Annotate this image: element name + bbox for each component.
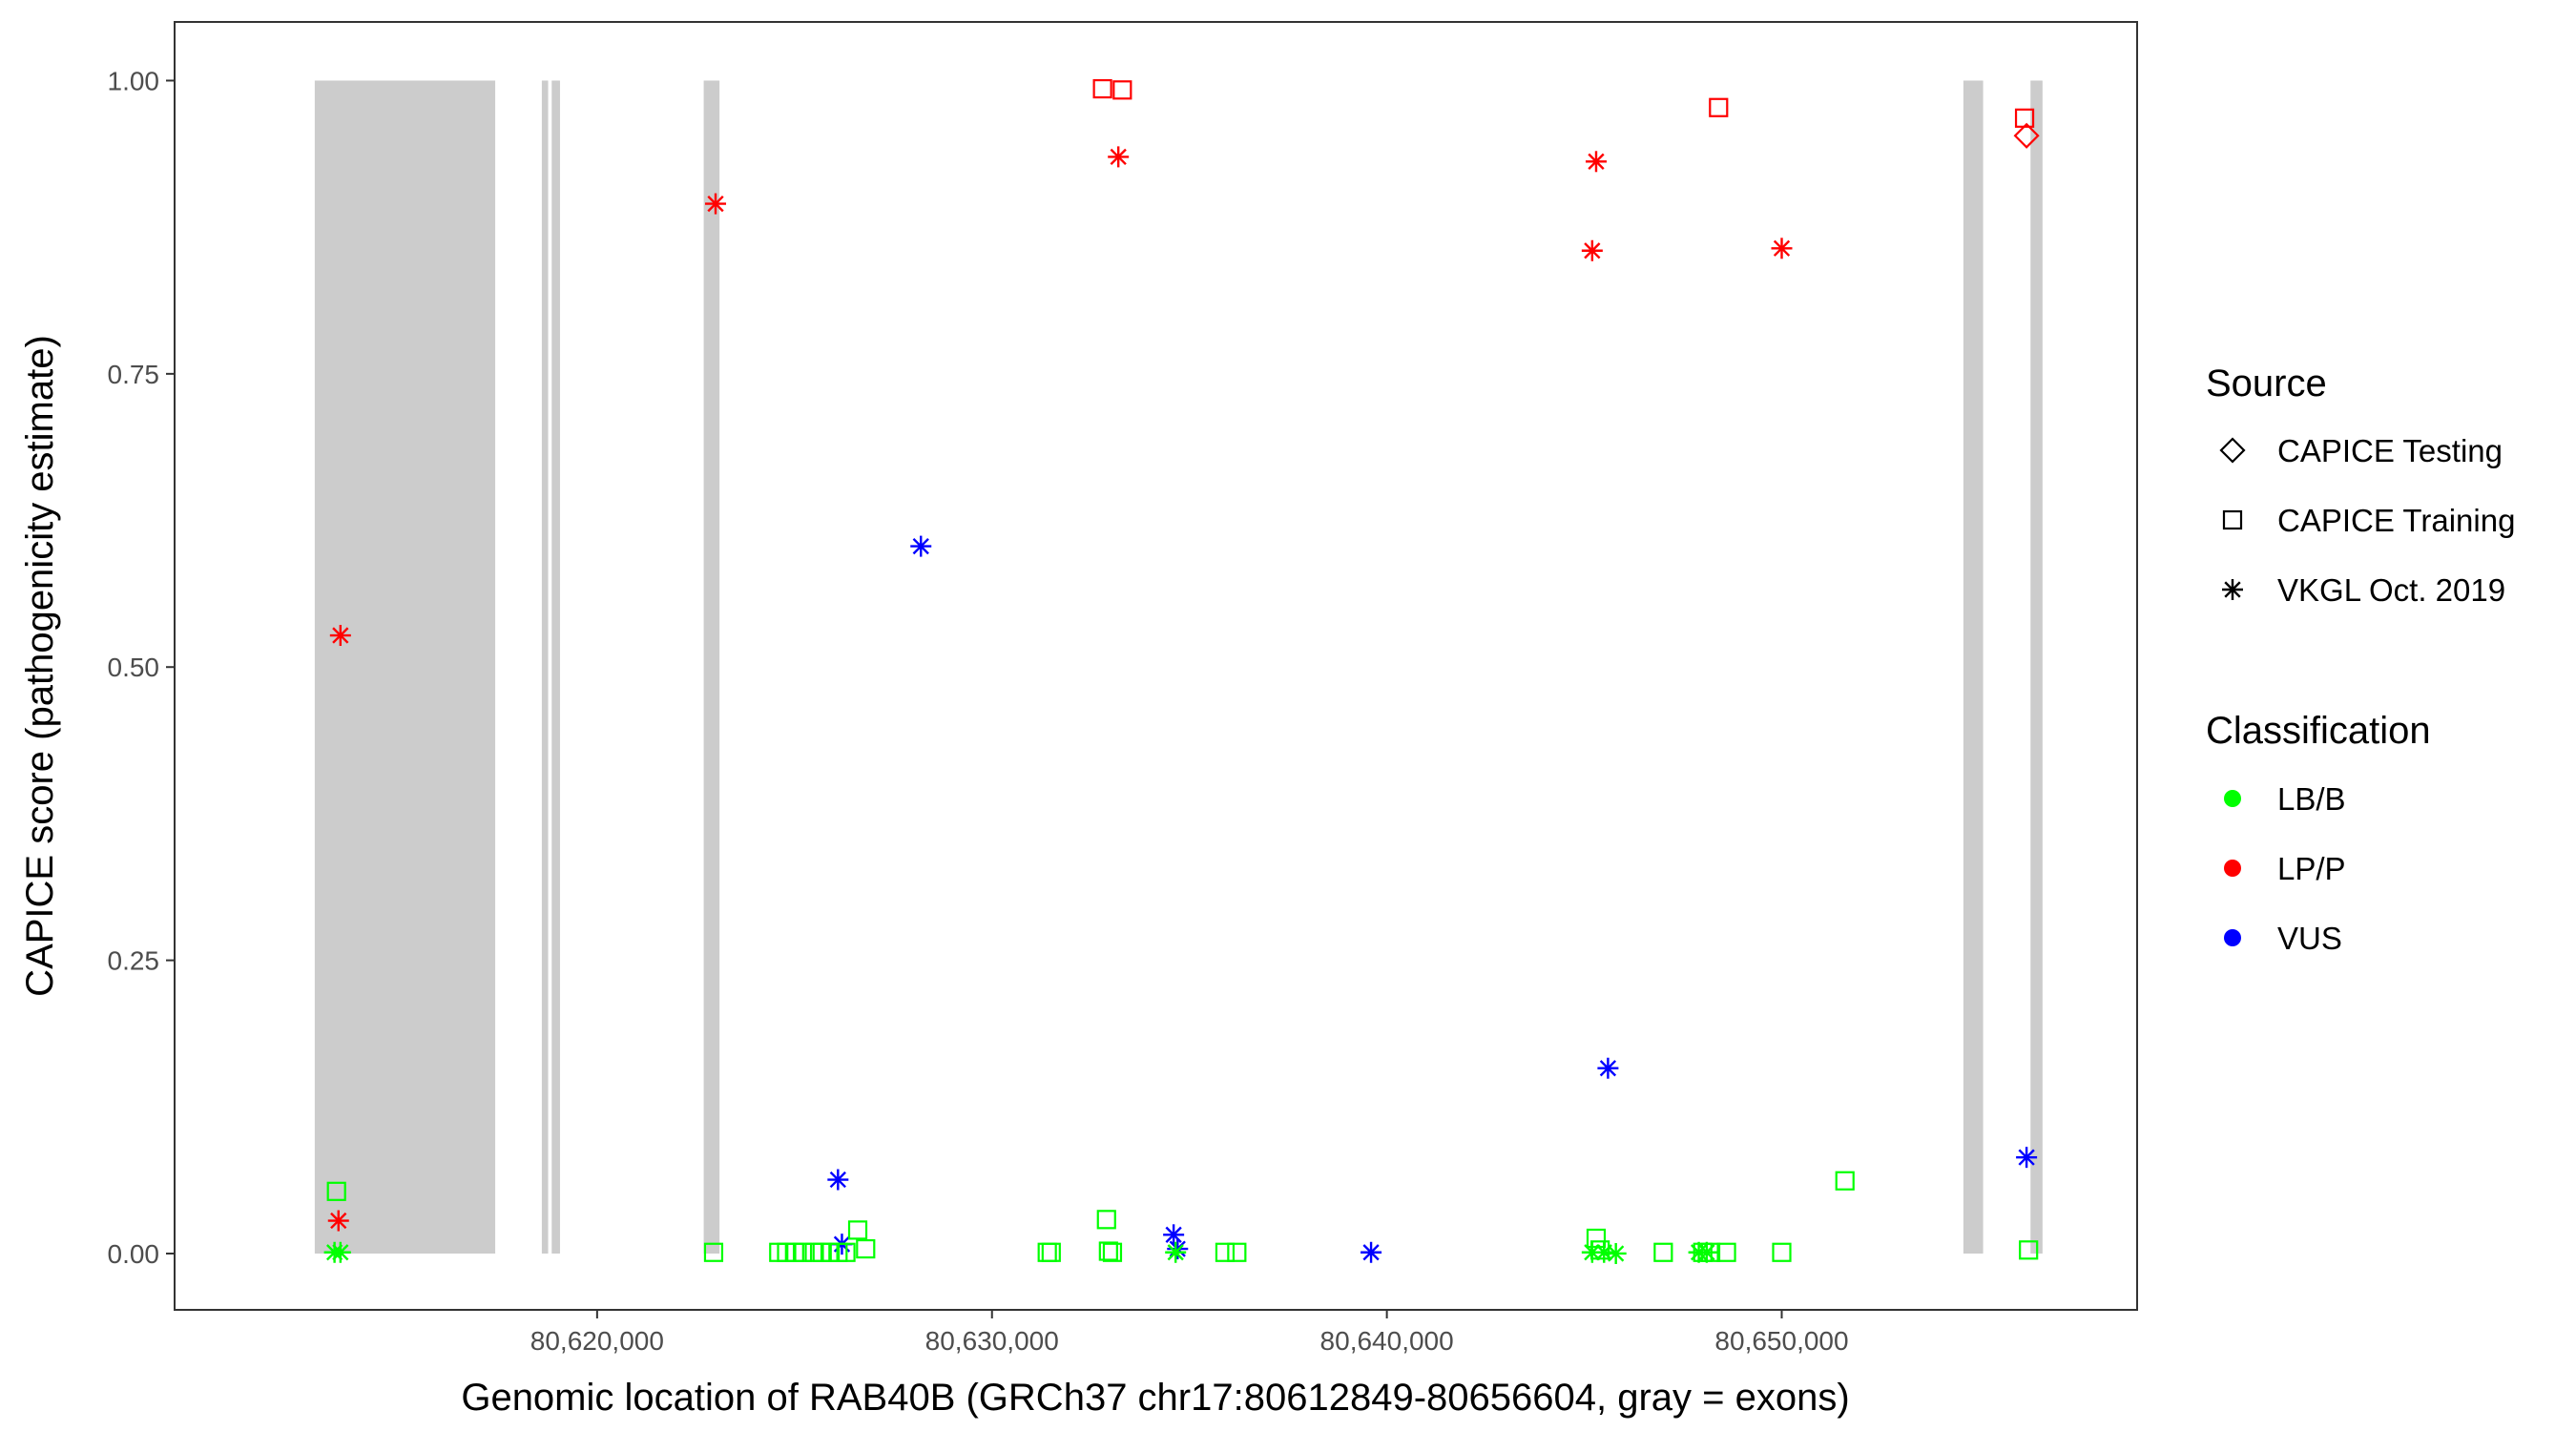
data-point-4 xyxy=(1709,97,1729,117)
data-point-46 xyxy=(1716,1242,1736,1262)
legend-class-label: VUS xyxy=(2277,921,2342,956)
y-tick-label: 1.00 xyxy=(108,66,160,95)
data-point-6 xyxy=(329,625,351,647)
data-point-16 xyxy=(1163,1224,1185,1246)
data-point-13 xyxy=(910,535,932,557)
x-tick-label: 80,630,000 xyxy=(925,1326,1059,1356)
data-point-33 xyxy=(856,1238,876,1259)
x-tick-label: 80,650,000 xyxy=(1714,1326,1848,1356)
data-point-57 xyxy=(1695,1241,1717,1263)
x-axis-title: Genomic location of RAB40B (GRCh37 chr17… xyxy=(461,1377,1849,1419)
data-point-40 xyxy=(1227,1242,1247,1262)
data-point-37 xyxy=(1098,1241,1118,1261)
exon-bands xyxy=(314,80,2043,1254)
data-point-31 xyxy=(836,1242,856,1262)
data-point-35 xyxy=(1041,1242,1061,1262)
exon-band-3 xyxy=(551,80,560,1254)
legend-source-key-3 xyxy=(2222,579,2243,600)
exon-band-2 xyxy=(541,80,549,1254)
legend-source-label: CAPICE Training xyxy=(2277,503,2515,538)
y-axis-title: CAPICE score (pathogenicity estimate) xyxy=(19,335,61,997)
data-point-49 xyxy=(2019,1240,2039,1260)
data-point-8 xyxy=(705,193,727,215)
data-point-47 xyxy=(1772,1242,1792,1262)
data-point-26 xyxy=(792,1242,813,1262)
data-point-12 xyxy=(1771,238,1793,259)
legend-source-entries: CAPICE Testing CAPICE Training VKGL Oct. 2… xyxy=(2219,433,2515,608)
data-point-51 xyxy=(329,1241,351,1263)
data-point-21 xyxy=(326,1181,346,1201)
data-point-48 xyxy=(1835,1171,1855,1191)
exon-band-5 xyxy=(1963,80,1984,1254)
x-tick-label: 80,620,000 xyxy=(530,1326,664,1356)
data-point-7 xyxy=(327,1210,349,1232)
x-tick-label: 80,640,000 xyxy=(1320,1326,1454,1356)
data-point-5 xyxy=(2014,108,2035,128)
y-tick-label: 0.00 xyxy=(108,1239,160,1269)
data-point-39 xyxy=(1215,1242,1236,1262)
legend-class-key-3 xyxy=(2224,929,2241,946)
data-point-32 xyxy=(847,1220,868,1240)
data-point-19 xyxy=(1597,1057,1619,1079)
data-point-1 xyxy=(2013,122,2040,149)
data-point-20 xyxy=(2016,1147,2038,1169)
data-point-14 xyxy=(827,1169,849,1191)
legend-source-key-2 xyxy=(2222,509,2243,530)
legend-class-key-1 xyxy=(2224,790,2241,807)
exon-band-1 xyxy=(314,80,496,1254)
data-point-54 xyxy=(1593,1241,1615,1263)
data-point-55 xyxy=(1605,1242,1627,1264)
exon-band-6 xyxy=(2030,80,2043,1254)
legend-class-key-2 xyxy=(2224,860,2241,877)
data-point-22 xyxy=(703,1242,724,1262)
legend-source-label: VKGL Oct. 2019 xyxy=(2277,572,2505,608)
legend: Source CAPICE Testing CAPICE Training VKGL… xyxy=(2206,363,2515,956)
data-points xyxy=(323,78,2040,1264)
exon-band-4 xyxy=(703,80,720,1254)
x-axis: 80,620,000 80,630,000 80,640,000 80,650,000 xyxy=(530,1310,1849,1356)
data-point-52 xyxy=(1165,1241,1187,1263)
legend-classification-entries: LB/B LP/P VUS xyxy=(2224,781,2346,956)
data-point-11 xyxy=(1581,239,1603,261)
data-point-38 xyxy=(1102,1242,1123,1262)
data-point-18 xyxy=(1361,1241,1382,1263)
data-point-36 xyxy=(1096,1210,1116,1230)
legend-title-source: Source xyxy=(2206,363,2327,404)
y-tick-label: 0.50 xyxy=(108,653,160,682)
data-point-43 xyxy=(1653,1242,1673,1262)
legend-class-label: LB/B xyxy=(2277,781,2346,817)
plot-panel-border xyxy=(174,21,2138,1311)
data-point-2 xyxy=(1092,78,1112,99)
y-tick-label: 0.75 xyxy=(108,360,160,389)
data-point-9 xyxy=(1108,146,1130,168)
y-axis: 0.00 0.25 0.50 0.75 1.00 xyxy=(108,66,175,1269)
data-point-3 xyxy=(1112,80,1132,100)
legend-source-key-1 xyxy=(2219,437,2246,464)
legend-title-classification: Classification xyxy=(2206,710,2431,752)
legend-source-label: CAPICE Testing xyxy=(2277,433,2503,468)
y-tick-label: 0.25 xyxy=(108,946,160,976)
data-point-10 xyxy=(1585,151,1607,173)
legend-class-label: LP/P xyxy=(2277,851,2346,886)
